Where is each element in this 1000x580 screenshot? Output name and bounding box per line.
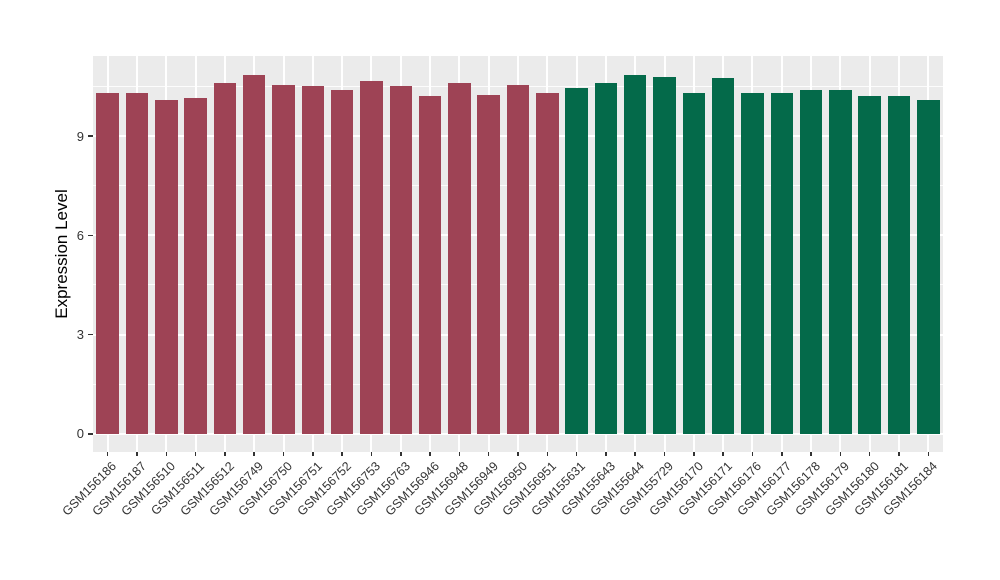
- bar-GSM155643: [594, 83, 618, 434]
- bar-GSM155644: [623, 74, 647, 434]
- x-tick-mark: [605, 452, 607, 456]
- x-tick-mark: [663, 452, 666, 456]
- y-tick-mark: [88, 234, 93, 237]
- bar-GSM156171: [711, 78, 735, 434]
- y-tick-label: 3: [76, 327, 84, 343]
- x-tick-mark: [253, 452, 255, 456]
- bar-GSM156181: [887, 96, 911, 434]
- bar-GSM156176: [741, 93, 764, 434]
- y-tick-mark: [88, 433, 93, 435]
- plot-panel: [93, 56, 943, 452]
- y-tick-label: 9: [76, 128, 84, 144]
- bar-GSM156180: [858, 96, 881, 434]
- bar-GSM156178: [799, 89, 823, 434]
- x-tick-mark: [194, 452, 197, 456]
- x-tick-mark: [517, 452, 519, 456]
- y-axis-title: Expression Level: [52, 189, 71, 319]
- y-tick-label: 0: [76, 426, 84, 442]
- y-tick-label: 6: [76, 227, 84, 243]
- x-tick-mark: [370, 452, 373, 456]
- bar-GSM156752: [330, 89, 354, 434]
- x-tick-mark: [106, 452, 109, 456]
- x-tick-mark: [693, 452, 695, 456]
- bar-GSM156751: [301, 86, 325, 434]
- x-tick-mark: [487, 452, 490, 456]
- x-tick-mark: [781, 452, 783, 456]
- x-tick-mark: [927, 452, 930, 456]
- y-tick-mark: [88, 333, 93, 336]
- bar-GSM156187: [125, 93, 149, 434]
- bar-GSM156511: [184, 98, 207, 434]
- y-tick-mark: [88, 135, 93, 137]
- x-tick-mark: [546, 452, 549, 456]
- x-tick-mark: [634, 452, 636, 456]
- bar-GSM156763: [389, 86, 412, 434]
- x-tick-mark: [722, 452, 724, 456]
- x-tick-mark: [136, 452, 138, 456]
- bar-GSM156177: [770, 93, 794, 434]
- bar-GSM156753: [360, 81, 383, 434]
- bar-GSM156184: [917, 99, 940, 434]
- bar-GSM156510: [155, 99, 178, 434]
- bar-GSM156951: [536, 93, 559, 434]
- bar-GSM156512: [213, 83, 237, 434]
- bar-GSM156186: [96, 93, 119, 434]
- x-tick-mark: [165, 452, 168, 456]
- bar-GSM156948: [448, 83, 471, 434]
- x-tick-mark: [575, 452, 578, 456]
- x-tick-mark: [839, 452, 842, 456]
- bar-GSM156750: [272, 84, 295, 434]
- bar-GSM156170: [682, 93, 706, 434]
- bar-GSM156179: [829, 89, 852, 434]
- bar-GSM155729: [653, 76, 676, 434]
- x-tick-mark: [400, 452, 402, 456]
- bar-GSM155631: [565, 88, 588, 434]
- bar-GSM156749: [242, 74, 266, 434]
- x-tick-mark: [312, 452, 314, 456]
- bar-GSM156946: [418, 96, 442, 434]
- x-tick-mark: [341, 452, 343, 456]
- x-tick-mark: [751, 452, 754, 456]
- bar-GSM156949: [477, 94, 500, 434]
- x-tick-mark: [224, 452, 226, 456]
- x-tick-mark: [868, 452, 871, 456]
- bar-GSM156950: [506, 84, 530, 434]
- x-tick-mark: [898, 452, 900, 456]
- x-tick-mark: [282, 452, 285, 456]
- x-tick-mark: [810, 452, 812, 456]
- x-tick-mark: [458, 452, 461, 456]
- x-tick-mark: [429, 452, 431, 456]
